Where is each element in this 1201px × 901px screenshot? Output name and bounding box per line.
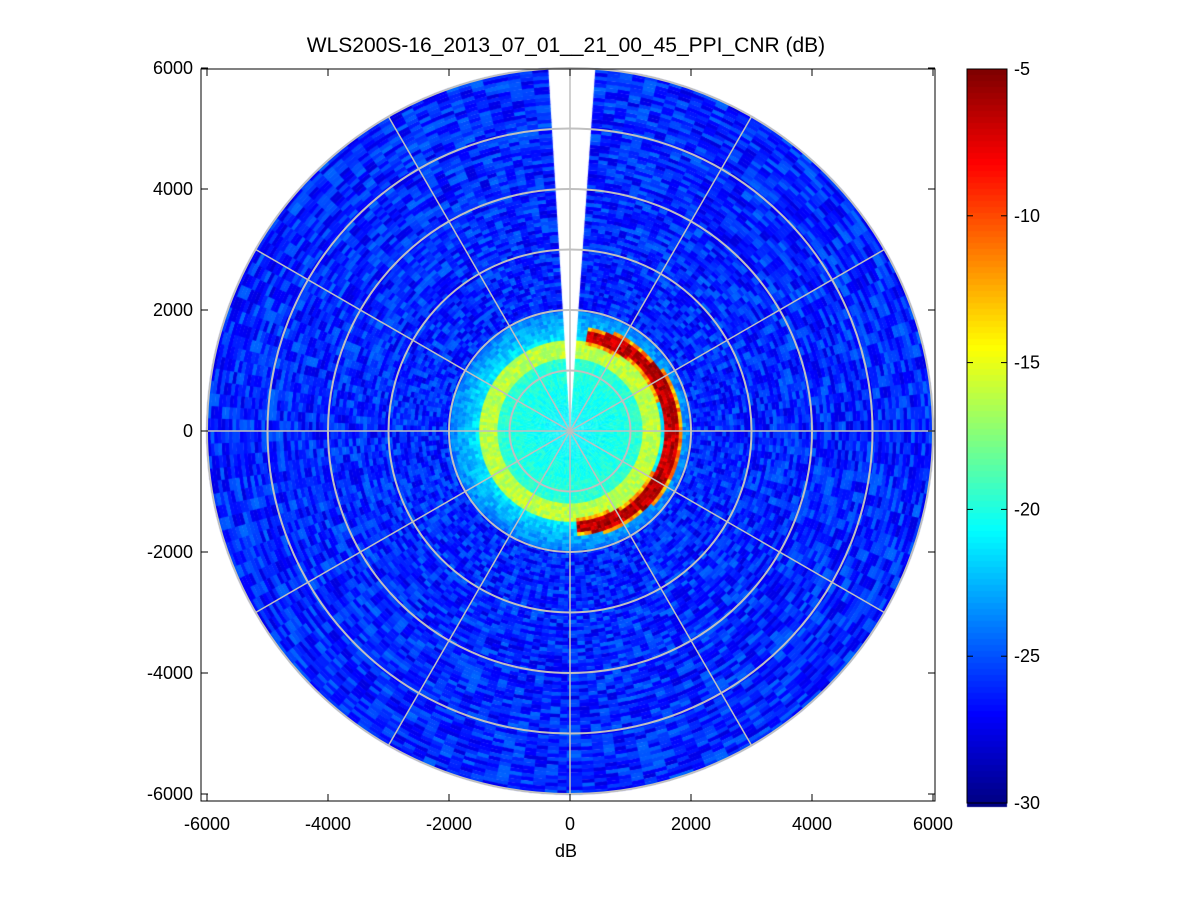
colorbar-tick-label: -30 [1014, 793, 1040, 813]
x-tick-label: -4000 [305, 814, 351, 834]
y-tick-label: -4000 [147, 663, 193, 683]
x-tick-label: 6000 [913, 814, 953, 834]
azimuth-spoke [569, 430, 885, 614]
axes-box [200, 68, 936, 802]
azimuth-spoke [387, 116, 571, 432]
x-tick-label: 4000 [792, 814, 832, 834]
azimuth-spoke [255, 430, 571, 614]
y-tick-label: 6000 [153, 58, 193, 78]
polar-grid [206, 67, 934, 795]
colorbar-tick-label: -25 [1014, 646, 1040, 666]
colorbar-tick-label: -5 [1014, 59, 1030, 79]
x-tick-label: -6000 [184, 814, 230, 834]
y-tick-label: 2000 [153, 300, 193, 320]
azimuth-spoke [387, 430, 571, 746]
azimuth-spoke [569, 116, 753, 432]
y-tick-label: 4000 [153, 179, 193, 199]
colorbar-ticks: -5 -10 -15 -20 -25 -30 [967, 59, 1040, 813]
colorbar-tick-label: -20 [1014, 499, 1040, 519]
chart-title: WLS200S-16_2013_07_01__21_00_45_PPI_CNR … [307, 34, 825, 57]
colorbar-tick-label: -10 [1014, 206, 1040, 226]
azimuth-spoke [569, 248, 885, 432]
y-tick-label: -2000 [147, 542, 193, 562]
colorbar-tick-label: -15 [1014, 353, 1040, 373]
x-ticks: -6000 -4000 -2000 0 2000 4000 6000 [184, 69, 953, 834]
azimuth-spoke [569, 430, 753, 746]
x-tick-label: -2000 [426, 814, 472, 834]
x-tick-label: 0 [565, 814, 575, 834]
colorbar-frame [966, 68, 1008, 804]
y-tick-label: -6000 [147, 784, 193, 804]
x-axis-label: dB [555, 841, 577, 861]
y-tick-label: 0 [183, 421, 193, 441]
x-tick-label: 2000 [671, 814, 711, 834]
azimuth-spoke [255, 248, 571, 432]
y-ticks: 6000 4000 2000 0 -2000 -4000 -6000 [147, 58, 935, 804]
